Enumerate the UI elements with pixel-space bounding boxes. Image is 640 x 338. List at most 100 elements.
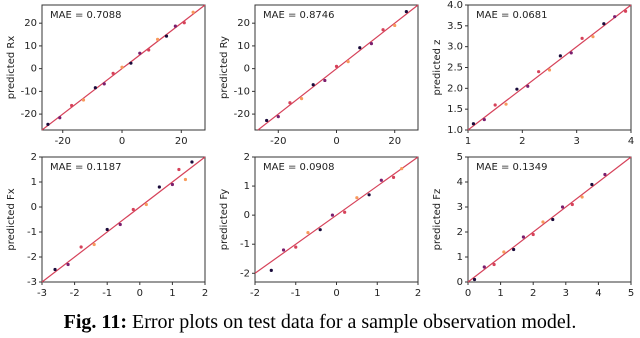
- point: [471, 122, 476, 126]
- annotation: MAE = 0.8746: [263, 10, 335, 21]
- point: [173, 24, 177, 28]
- point: [79, 245, 83, 249]
- x-tick-label: 2: [530, 288, 536, 299]
- annotation: MAE = 0.1349: [476, 162, 548, 173]
- point: [299, 97, 304, 101]
- point: [541, 220, 545, 224]
- point: [613, 15, 617, 19]
- point: [343, 210, 347, 214]
- y-tick-label: 20: [24, 18, 37, 29]
- point: [482, 265, 486, 269]
- point: [537, 70, 541, 74]
- y-tick-label: 0: [31, 64, 37, 75]
- x-tick-label: 4: [628, 136, 634, 147]
- y-axis-title: predicted Rx: [6, 36, 17, 100]
- y-tick-label: 1: [244, 181, 250, 192]
- annotation: MAE = 0.0908: [263, 162, 335, 173]
- y-tick-label: 3: [457, 202, 463, 213]
- point: [70, 103, 74, 108]
- y-tick-label: 10: [237, 41, 250, 52]
- point: [603, 172, 607, 177]
- x-tick-label: 1: [465, 136, 471, 147]
- point: [482, 117, 486, 122]
- y-tick-label: 2.0: [447, 83, 463, 94]
- point: [369, 42, 374, 46]
- point: [147, 48, 151, 52]
- point: [551, 217, 555, 222]
- x-tick-label: 3: [563, 288, 569, 299]
- identity-line: [41, 156, 206, 283]
- point: [379, 178, 383, 182]
- annotation: MAE = 0.0681: [476, 10, 548, 21]
- y-tick-label: 4.0: [447, 0, 463, 11]
- identity-line: [254, 156, 419, 274]
- point: [138, 51, 142, 55]
- x-tick-label: -3: [37, 288, 47, 299]
- x-tick-label: -2: [250, 288, 260, 299]
- point: [580, 36, 584, 40]
- point: [105, 227, 109, 232]
- point: [131, 207, 135, 212]
- identity-line: [467, 156, 632, 283]
- point: [182, 21, 186, 25]
- y-tick-label: 20: [237, 18, 250, 29]
- point: [602, 22, 606, 26]
- x-tick-label: 0: [119, 136, 125, 147]
- point: [381, 28, 385, 32]
- x-tick-label: 0: [333, 288, 339, 299]
- point: [118, 222, 122, 227]
- point: [129, 61, 133, 65]
- y-tick-label: -1: [240, 239, 250, 250]
- point: [102, 82, 106, 86]
- point: [191, 10, 195, 14]
- y-tick-label: 10: [24, 41, 37, 52]
- y-tick-label: 1: [457, 252, 463, 263]
- caption-label: Fig. 11:: [63, 311, 127, 333]
- point: [569, 51, 573, 55]
- y-tick-label: 4: [457, 177, 463, 188]
- point: [330, 213, 335, 217]
- y-tick-label: 0: [457, 277, 463, 288]
- identity-line: [257, 4, 419, 131]
- y-tick-label: 2: [244, 152, 250, 163]
- x-tick-label: 0: [137, 288, 143, 299]
- caption: Fig. 11: Error plots on test data for a …: [0, 306, 640, 338]
- y-tick-label: 1.0: [447, 125, 463, 136]
- y-axis-title: predicted Ry: [219, 36, 230, 99]
- y-tick-label: 3.0: [447, 42, 463, 53]
- point: [120, 65, 124, 69]
- y-axis-title: predicted Fz: [432, 189, 443, 251]
- y-tick-label: 0: [31, 202, 37, 213]
- point: [391, 175, 396, 179]
- point: [265, 118, 269, 123]
- identity-line: [467, 4, 632, 131]
- point: [591, 35, 595, 39]
- point: [526, 84, 530, 88]
- y-tick-label: -1: [27, 227, 37, 238]
- y-tick-label: 0: [244, 210, 250, 221]
- annotation: MAE = 0.7088: [50, 10, 122, 21]
- point: [367, 193, 371, 197]
- point: [281, 248, 286, 252]
- point: [269, 268, 273, 272]
- point: [144, 202, 148, 207]
- point: [493, 103, 497, 107]
- point: [294, 245, 298, 249]
- point: [504, 102, 508, 106]
- point: [53, 267, 57, 272]
- point: [515, 87, 519, 91]
- x-tick-label: 2: [415, 288, 421, 299]
- point: [177, 167, 181, 172]
- y-tick-label: -20: [234, 109, 250, 120]
- x-tick-label: 0: [465, 288, 471, 299]
- y-axis-title: predicted Fy: [219, 189, 230, 250]
- point: [58, 116, 62, 120]
- x-tick-label: 1: [374, 288, 380, 299]
- x-tick-label: -20: [55, 136, 71, 147]
- point: [155, 37, 160, 41]
- y-tick-label: -10: [21, 86, 37, 97]
- point: [66, 262, 70, 267]
- y-tick-label: 1: [31, 177, 37, 188]
